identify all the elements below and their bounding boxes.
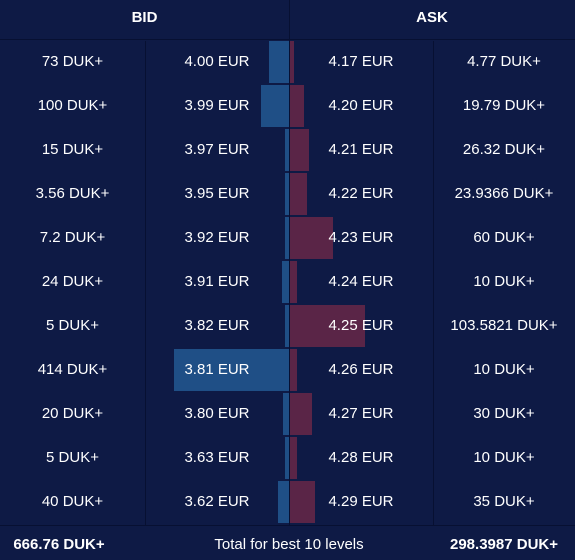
bid-size: 5 DUK+ <box>46 449 99 466</box>
bid-price: 3.80 EUR <box>184 405 250 422</box>
bid-price: 3.99 EUR <box>184 97 250 114</box>
bid-total: 666.76 DUK+ <box>13 536 105 553</box>
bid-size: 15 DUK+ <box>41 141 104 158</box>
ask-price: 4.23 EUR <box>328 229 394 246</box>
bid-price: 3.62 EUR <box>184 493 250 510</box>
ask-size: 103.5821 DUK+ <box>450 317 558 334</box>
ask-price: 4.25 EUR <box>328 317 394 334</box>
bid-size: 100 DUK+ <box>37 97 108 114</box>
ask-size: 10 DUK+ <box>473 273 535 290</box>
bid-price: 3.63 EUR <box>184 449 250 466</box>
order-book-row[interactable]: 15 DUK+ 3.97 EUR 4.21 EUR 26.32 DUK+ <box>0 129 575 173</box>
ask-price: 4.21 EUR <box>328 141 394 158</box>
bid-size: 7.2 DUK+ <box>39 229 106 246</box>
order-book-row[interactable]: 5 DUK+ 3.82 EUR 4.25 EUR 103.5821 DUK+ <box>0 305 575 349</box>
order-book-row[interactable]: 7.2 DUK+ 3.92 EUR 4.23 EUR 60 DUK+ <box>0 217 575 261</box>
bid-size: 5 DUK+ <box>46 317 99 334</box>
order-book-row[interactable]: 73 DUK+ 4.00 EUR 4.17 EUR 4.77 DUK+ <box>0 41 575 85</box>
bid-size: 40 DUK+ <box>41 493 104 510</box>
column-divider <box>145 41 146 525</box>
bid-price: 3.95 EUR <box>184 185 250 202</box>
ask-depth-bar <box>290 481 315 523</box>
bid-price: 3.91 EUR <box>184 273 250 290</box>
ask-depth-bar <box>290 261 297 303</box>
bid-depth-bar <box>285 437 289 479</box>
bid-depth-bar <box>283 393 289 435</box>
ask-price: 4.17 EUR <box>328 53 394 70</box>
ask-price: 4.29 EUR <box>328 493 394 510</box>
bid-size: 414 DUK+ <box>37 361 108 378</box>
bid-depth-bar <box>269 41 289 83</box>
order-book-row[interactable]: 40 DUK+ 3.62 EUR 4.29 EUR 35 DUK+ <box>0 481 575 525</box>
ask-total: 298.3987 DUK+ <box>450 536 558 553</box>
ask-size: 19.79 DUK+ <box>462 97 546 114</box>
order-book-footer: 666.76 DUK+ Total for best 10 levels 298… <box>0 525 575 560</box>
ask-depth-bar <box>290 393 312 435</box>
ask-size: 30 DUK+ <box>473 405 535 422</box>
bid-depth-bar <box>285 305 289 347</box>
order-book-row[interactable]: 100 DUK+ 3.99 EUR 4.20 EUR 19.79 DUK+ <box>0 85 575 129</box>
ask-price: 4.27 EUR <box>328 405 394 422</box>
ask-price: 4.20 EUR <box>328 97 394 114</box>
total-label: Total for best 10 levels <box>214 536 364 553</box>
ask-depth-bar <box>290 349 297 391</box>
bid-price: 4.00 EUR <box>184 53 250 70</box>
order-book-row[interactable]: 5 DUK+ 3.63 EUR 4.28 EUR 10 DUK+ <box>0 437 575 481</box>
bid-price: 3.92 EUR <box>184 229 250 246</box>
ask-price: 4.26 EUR <box>328 361 394 378</box>
ask-header: ASK <box>416 9 448 26</box>
ask-price: 4.24 EUR <box>328 273 394 290</box>
ask-price: 4.22 EUR <box>328 185 394 202</box>
ask-depth-bar <box>290 173 307 215</box>
bid-depth-bar <box>285 173 289 215</box>
ask-depth-bar <box>290 41 294 83</box>
column-divider <box>433 41 434 525</box>
center-divider <box>289 0 290 525</box>
bid-size: 24 DUK+ <box>41 273 104 290</box>
ask-depth-bar <box>290 85 304 127</box>
order-book-rows: 73 DUK+ 4.00 EUR 4.17 EUR 4.77 DUK+ 100 DUK+… <box>0 41 575 525</box>
bid-size: 73 DUK+ <box>41 53 104 70</box>
bid-depth-bar <box>261 85 289 127</box>
order-book-row[interactable]: 20 DUK+ 3.80 EUR 4.27 EUR 30 DUK+ <box>0 393 575 437</box>
ask-depth-bar <box>290 129 309 171</box>
order-book-row[interactable]: 24 DUK+ 3.91 EUR 4.24 EUR 10 DUK+ <box>0 261 575 305</box>
bid-price: 3.81 EUR <box>184 361 250 378</box>
bid-depth-bar <box>174 349 289 391</box>
ask-size: 35 DUK+ <box>473 493 535 510</box>
order-book-row[interactable]: 3.56 DUK+ 3.95 EUR 4.22 EUR 23.9366 DUK+ <box>0 173 575 217</box>
ask-size: 10 DUK+ <box>473 449 535 466</box>
bid-size: 20 DUK+ <box>41 405 104 422</box>
bid-header: BID <box>131 9 158 26</box>
ask-depth-bar <box>290 437 297 479</box>
order-book-row[interactable]: 414 DUK+ 3.81 EUR 4.26 EUR 10 DUK+ <box>0 349 575 393</box>
bid-depth-bar <box>285 129 289 171</box>
ask-size: 10 DUK+ <box>473 361 535 378</box>
bid-size: 3.56 DUK+ <box>35 185 110 202</box>
ask-depth-bar <box>290 305 365 347</box>
bid-price: 3.82 EUR <box>184 317 250 334</box>
bid-depth-bar <box>285 217 289 259</box>
ask-price: 4.28 EUR <box>328 449 394 466</box>
bid-price: 3.97 EUR <box>184 141 250 158</box>
bid-depth-bar <box>282 261 289 303</box>
ask-depth-bar <box>290 217 333 259</box>
ask-size: 4.77 DUK+ <box>467 53 541 70</box>
ask-size: 60 DUK+ <box>473 229 535 246</box>
order-book-header: BID ASK <box>0 0 575 40</box>
bid-depth-bar <box>278 481 289 523</box>
ask-size: 26.32 DUK+ <box>462 141 546 158</box>
ask-size: 23.9366 DUK+ <box>454 185 554 202</box>
